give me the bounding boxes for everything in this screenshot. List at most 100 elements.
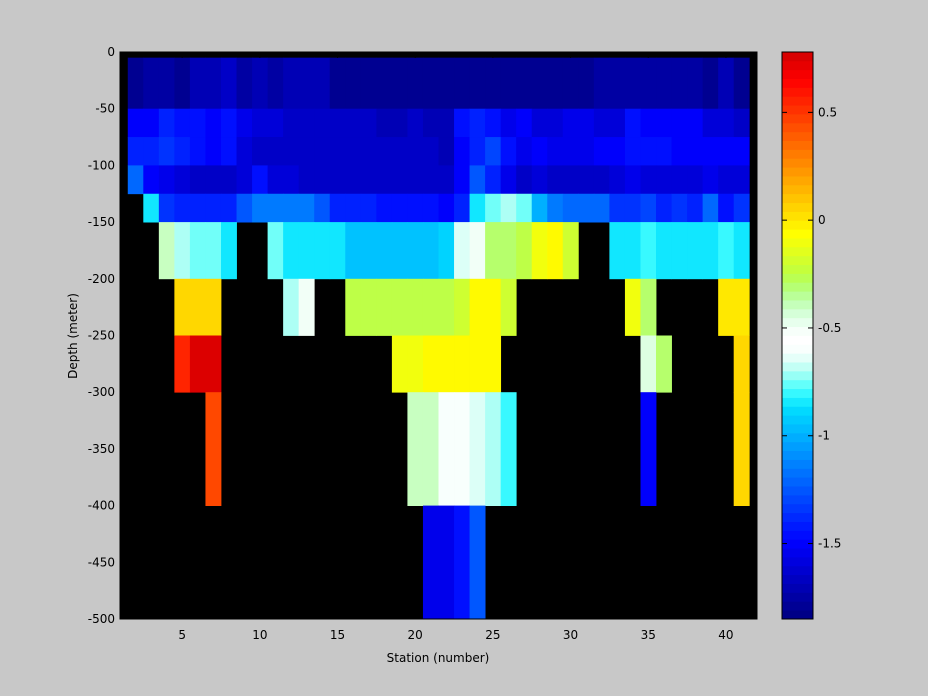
- heatmap-cell: [329, 137, 346, 166]
- colorbar-band: [782, 114, 813, 124]
- heatmap-cell: [391, 108, 408, 138]
- heatmap-cell: [422, 505, 439, 620]
- heatmap-cell: [127, 57, 144, 110]
- heatmap-cell: [578, 137, 595, 166]
- heatmap-cell: [454, 222, 470, 280]
- heatmap-cell: [656, 57, 672, 110]
- heatmap-cell: [252, 57, 268, 110]
- heatmap-cell: [127, 108, 144, 138]
- heatmap-cell: [283, 165, 300, 195]
- heatmap-cell: [422, 392, 439, 506]
- colorbar-band: [782, 344, 813, 354]
- colorbar-band: [782, 432, 813, 443]
- x-tick-label: 15: [330, 628, 345, 642]
- heatmap-cell: [174, 137, 191, 166]
- heatmap-cell: [391, 57, 408, 110]
- colorbar-band: [782, 176, 813, 186]
- heatmap-cell: [640, 108, 657, 138]
- heatmap-cell: [547, 108, 564, 138]
- heatmap-cell: [283, 57, 300, 110]
- x-tick-label: 25: [485, 628, 500, 642]
- heatmap-cell: [345, 57, 362, 110]
- colorbar-band: [782, 415, 813, 425]
- y-tick-label: -500: [88, 612, 115, 626]
- x-tick-label: 30: [563, 628, 578, 642]
- heatmap-cell: [314, 57, 331, 110]
- heatmap-cell: [500, 137, 517, 166]
- heatmap-cell: [485, 57, 502, 110]
- heatmap-cell: [469, 165, 486, 195]
- heatmap-cell: [671, 57, 688, 110]
- heatmap-cell: [220, 137, 237, 166]
- heatmap-cell: [671, 137, 688, 166]
- heatmap-cell: [220, 108, 237, 138]
- heatmap-cell: [438, 335, 455, 393]
- y-tick-label: -450: [88, 555, 115, 569]
- heatmap-cell: [733, 278, 750, 336]
- heatmap-cell: [298, 57, 315, 110]
- heatmap-cell: [205, 193, 222, 223]
- heatmap-cell: [531, 57, 548, 110]
- heatmap-cell: [438, 392, 455, 506]
- heatmap-cell: [376, 108, 393, 138]
- heatmap-cell: [376, 165, 393, 195]
- heatmap-cell: [127, 137, 144, 166]
- heatmap-cell: [407, 57, 424, 110]
- heatmap-cell: [174, 193, 191, 223]
- heatmap-cell: [718, 222, 735, 280]
- colorbar-ticks: 0.5 0 -0.5 -1 -1.5: [782, 105, 841, 551]
- heatmap-cell: [314, 193, 331, 223]
- heatmap-cell: [174, 108, 191, 138]
- heatmap-cell: [485, 335, 502, 393]
- heatmap-cell: [485, 108, 502, 138]
- heatmap-cell: [640, 392, 657, 506]
- heatmap-cell: [702, 57, 719, 110]
- colorbar-band: [782, 450, 813, 460]
- y-tick-label: -400: [88, 499, 115, 513]
- heatmap-cell: [578, 193, 595, 223]
- heatmap-cell: [158, 137, 175, 166]
- colorbar-band: [782, 441, 813, 452]
- heatmap-cell: [640, 193, 657, 223]
- heatmap-cell: [516, 193, 533, 223]
- heatmap-cell: [609, 165, 626, 195]
- heatmap-cell: [252, 165, 268, 195]
- heatmap-cell: [438, 278, 455, 336]
- heatmap-cell: [531, 108, 548, 138]
- heatmap-cell: [438, 137, 455, 166]
- heatmap-cell: [205, 222, 222, 280]
- heatmap-cell: [454, 505, 470, 620]
- heatmap-cell: [205, 108, 222, 138]
- heatmap-cell: [500, 392, 517, 506]
- colorbar-band: [782, 238, 813, 248]
- heatmap-cell: [205, 278, 222, 336]
- heatmap-cell: [360, 137, 377, 166]
- heatmap-cell: [438, 165, 455, 195]
- heatmap-cell: [733, 137, 750, 166]
- heatmap-cell: [236, 165, 253, 195]
- heatmap-cell: [593, 57, 610, 110]
- heatmap-cell: [516, 165, 533, 195]
- heatmap-cell: [143, 57, 160, 110]
- heatmap-cell: [376, 57, 393, 110]
- heatmap-cell: [252, 137, 268, 166]
- heatmap-cell: [345, 137, 362, 166]
- heatmap-cell: [407, 335, 424, 393]
- heatmap-cell: [252, 193, 268, 223]
- heatmap-cell: [454, 137, 470, 166]
- heatmap-cell: [656, 165, 672, 195]
- heatmap-cell: [718, 278, 735, 336]
- heatmap-cell: [516, 137, 533, 166]
- colorbar-band: [782, 388, 813, 398]
- heatmap-cell: [531, 165, 548, 195]
- heatmap-cell: [640, 137, 657, 166]
- heatmap-cell: [671, 222, 688, 280]
- colorbar-band: [782, 521, 813, 531]
- heatmap-cell: [345, 193, 362, 223]
- heatmap-cell: [143, 165, 160, 195]
- heatmap-cell: [298, 193, 315, 223]
- heatmap-cell: [593, 137, 610, 166]
- heatmap-cell: [469, 193, 486, 223]
- heatmap-cell: [562, 57, 579, 110]
- y-tick-label: -350: [88, 442, 115, 456]
